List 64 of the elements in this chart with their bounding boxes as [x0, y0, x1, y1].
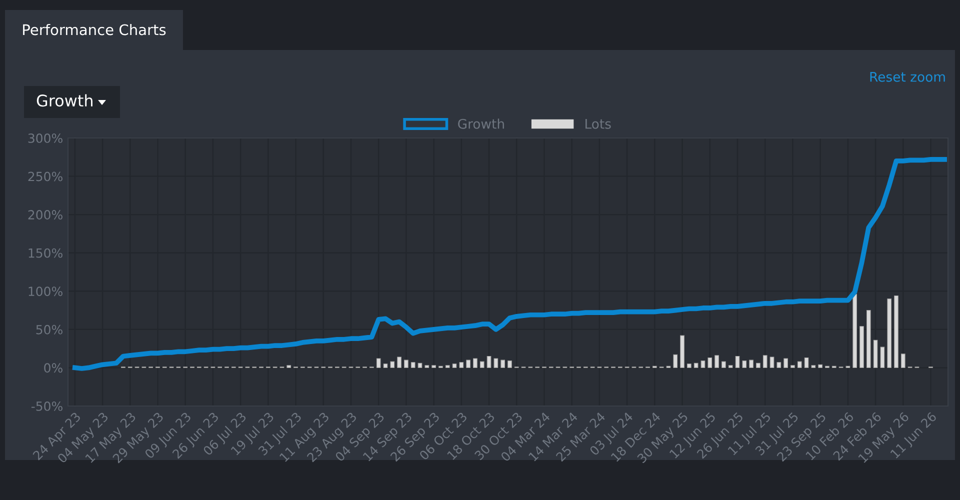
legend-label: Lots	[586, 119, 611, 129]
bar	[776, 362, 782, 368]
bar	[708, 357, 712, 368]
bar	[424, 365, 430, 368]
bar	[811, 365, 816, 368]
bar	[286, 365, 292, 368]
bar	[784, 358, 788, 368]
bar	[804, 357, 809, 368]
bar	[494, 358, 498, 368]
y-tick-label: 100%	[28, 286, 62, 296]
bar	[376, 358, 381, 368]
bar	[700, 360, 706, 368]
y-tick-label: -50%	[31, 401, 62, 411]
legend-label: Growth	[458, 118, 504, 129]
bar	[486, 356, 492, 368]
bar	[860, 326, 864, 368]
bar	[894, 295, 898, 368]
bar	[466, 360, 470, 368]
bar	[762, 355, 768, 368]
text: Growth	[36, 94, 92, 107]
y-tick-label: 50%	[36, 324, 62, 334]
bar	[680, 335, 684, 368]
bar	[852, 294, 857, 368]
bar	[790, 365, 795, 368]
y-tick-label: 200%	[28, 210, 62, 220]
bar	[445, 365, 450, 368]
bar	[390, 361, 395, 368]
y-tick-label: 150%	[28, 248, 62, 258]
bar	[418, 362, 422, 368]
bar	[480, 361, 484, 368]
bar	[742, 360, 747, 368]
bar	[818, 364, 822, 368]
bar	[735, 356, 740, 368]
bar	[866, 310, 871, 368]
bar	[714, 355, 719, 368]
bar	[749, 360, 754, 368]
bar	[508, 360, 512, 368]
bar	[756, 362, 760, 368]
line-series	[72, 157, 947, 371]
bar	[770, 356, 774, 368]
bar	[673, 354, 678, 368]
bar	[459, 362, 464, 368]
bar	[797, 361, 802, 368]
bar	[873, 340, 878, 368]
bar	[880, 346, 885, 368]
chart-title: Performance Charts	[23, 24, 166, 36]
bar	[473, 358, 478, 368]
bar	[500, 360, 505, 368]
bar	[687, 364, 692, 368]
bar	[722, 361, 726, 368]
y-tick-label: 250%	[28, 172, 62, 182]
bar	[432, 365, 436, 368]
y-tick-label: 300%	[28, 133, 62, 143]
bar	[900, 354, 906, 368]
bar	[410, 362, 416, 368]
bar	[694, 362, 698, 368]
bar	[383, 364, 388, 368]
bar	[397, 356, 402, 368]
bar	[452, 364, 457, 368]
y-tick-label: 0%	[44, 363, 62, 373]
text: Reset zoom	[870, 72, 945, 82]
bar	[728, 365, 733, 368]
bar	[404, 360, 408, 368]
bar	[887, 298, 892, 368]
